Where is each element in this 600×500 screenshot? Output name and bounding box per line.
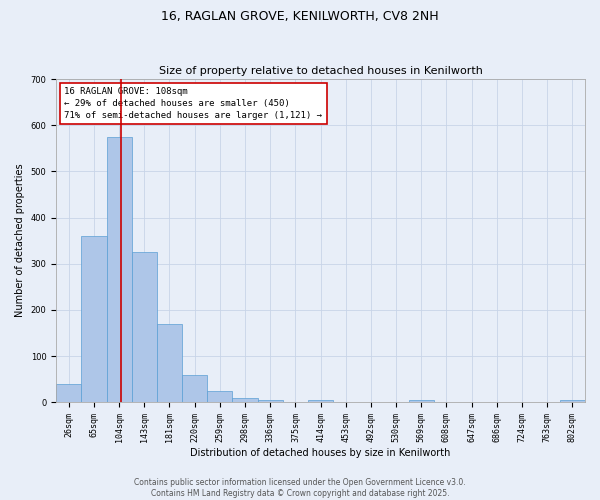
Text: 16, RAGLAN GROVE, KENILWORTH, CV8 2NH: 16, RAGLAN GROVE, KENILWORTH, CV8 2NH: [161, 10, 439, 23]
Title: Size of property relative to detached houses in Kenilworth: Size of property relative to detached ho…: [158, 66, 482, 76]
Bar: [207, 390, 232, 402]
Text: 16 RAGLAN GROVE: 108sqm
← 29% of detached houses are smaller (450)
71% of semi-d: 16 RAGLAN GROVE: 108sqm ← 29% of detache…: [64, 87, 322, 120]
Bar: [56, 384, 82, 402]
Bar: [82, 236, 107, 402]
Bar: [107, 137, 132, 402]
Bar: [257, 400, 283, 402]
Bar: [182, 374, 207, 402]
Bar: [132, 252, 157, 402]
X-axis label: Distribution of detached houses by size in Kenilworth: Distribution of detached houses by size …: [190, 448, 451, 458]
Bar: [232, 398, 257, 402]
Bar: [157, 324, 182, 402]
Bar: [560, 400, 585, 402]
Bar: [308, 400, 333, 402]
Y-axis label: Number of detached properties: Number of detached properties: [15, 164, 25, 318]
Bar: [409, 400, 434, 402]
Text: Contains public sector information licensed under the Open Government Licence v3: Contains public sector information licen…: [134, 478, 466, 498]
